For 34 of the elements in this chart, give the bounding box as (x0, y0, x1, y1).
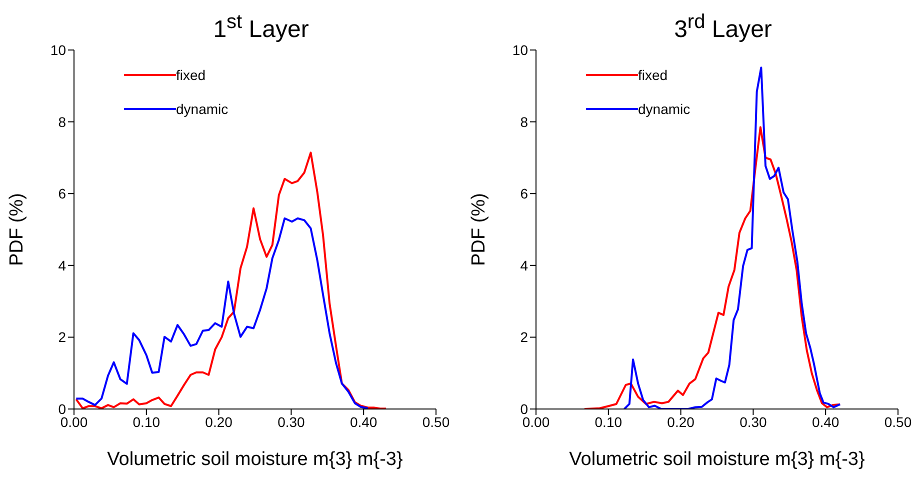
x-tick-label: 0.40 (812, 414, 840, 430)
x-axis-title: Volumetric soil moisture m{3} m{-3} (569, 449, 865, 470)
line-series (623, 66, 842, 409)
line-series (75, 152, 388, 409)
x-tick-label: 0.20 (667, 414, 695, 430)
y-tick-label: 4 (58, 257, 66, 274)
line-series (584, 126, 842, 409)
y-tick-label: 6 (58, 186, 66, 202)
y-tick-label: 6 (520, 186, 528, 202)
x-tick-label: 0.20 (205, 414, 233, 430)
chart-title: 1$^{st}$ Layer (213, 11, 309, 43)
legend-label: fixed (638, 67, 668, 83)
y-tick-label: 8 (520, 114, 528, 130)
y-tick-label: 10 (50, 42, 66, 58)
legend-label: dynamic (638, 101, 690, 117)
x-tick-label: 0.30 (278, 414, 306, 430)
y-axis-title: PDF (%) (468, 193, 490, 266)
y-tick-label: 8 (58, 114, 66, 130)
x-tick-label: 0.50 (884, 414, 912, 430)
y-tick-label: 10 (512, 42, 528, 58)
line-series (75, 217, 369, 409)
x-tick-label: 0.10 (132, 414, 160, 430)
y-tick-label: 2 (58, 329, 66, 346)
x-tick-label: 0.50 (422, 414, 450, 430)
y-tick-label: 4 (520, 257, 528, 274)
y-axis-title: PDF (%) (6, 193, 28, 266)
y-tick-label: 2 (520, 329, 528, 346)
x-axis-title: Volumetric soil moisture m{3} m{-3} (107, 449, 403, 470)
x-tick-label: 0.40 (350, 414, 378, 430)
legend-label: fixed (176, 67, 206, 83)
chart-title: 3$^{rd}$ Layer (674, 11, 772, 43)
x-tick-label: 0.10 (594, 414, 622, 430)
x-tick-label: 0.30 (740, 414, 768, 430)
legend-label: dynamic (176, 101, 228, 117)
